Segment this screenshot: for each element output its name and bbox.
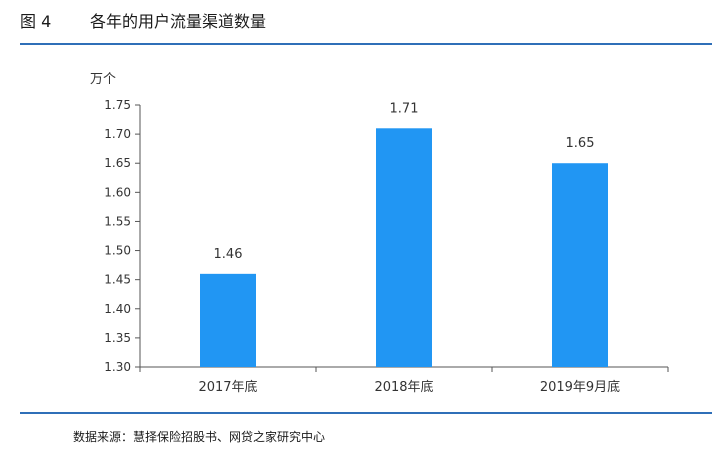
chart-title: 各年的用户流量渠道数量 [90,12,267,31]
data-label: 1.65 [566,136,595,151]
y-tick-label: 1.70 [104,127,131,141]
y-tick-label: 1.60 [104,185,131,199]
footer-rule [20,412,712,414]
bar [552,163,608,367]
y-tick-label: 1.50 [104,244,131,258]
source-note: 数据来源：慧择保险招股书、网贷之家研究中心 [73,430,326,444]
figure-header: 图 4 各年的用户流量渠道数量 [20,8,710,32]
x-tick-label: 2019年9月底 [540,379,620,395]
y-tick-label: 1.65 [104,156,131,170]
figure-label: 图 4 [20,12,52,31]
data-label: 1.71 [390,101,419,116]
bar [376,128,432,367]
x-tick-label: 2017年底 [198,379,257,395]
y-tick-label: 1.55 [104,214,131,228]
y-tick-label: 1.35 [104,331,131,345]
y-tick-label: 1.45 [104,273,131,287]
bar [200,273,256,367]
y-tick-label: 1.30 [104,360,131,374]
data-label: 1.46 [214,247,243,262]
header-rule [20,43,712,45]
x-tick-label: 2018年底 [374,379,433,395]
y-tick-label: 1.40 [104,302,131,316]
y-axis-unit-label: 万个 [90,72,117,87]
y-tick-label: 1.75 [104,98,131,112]
